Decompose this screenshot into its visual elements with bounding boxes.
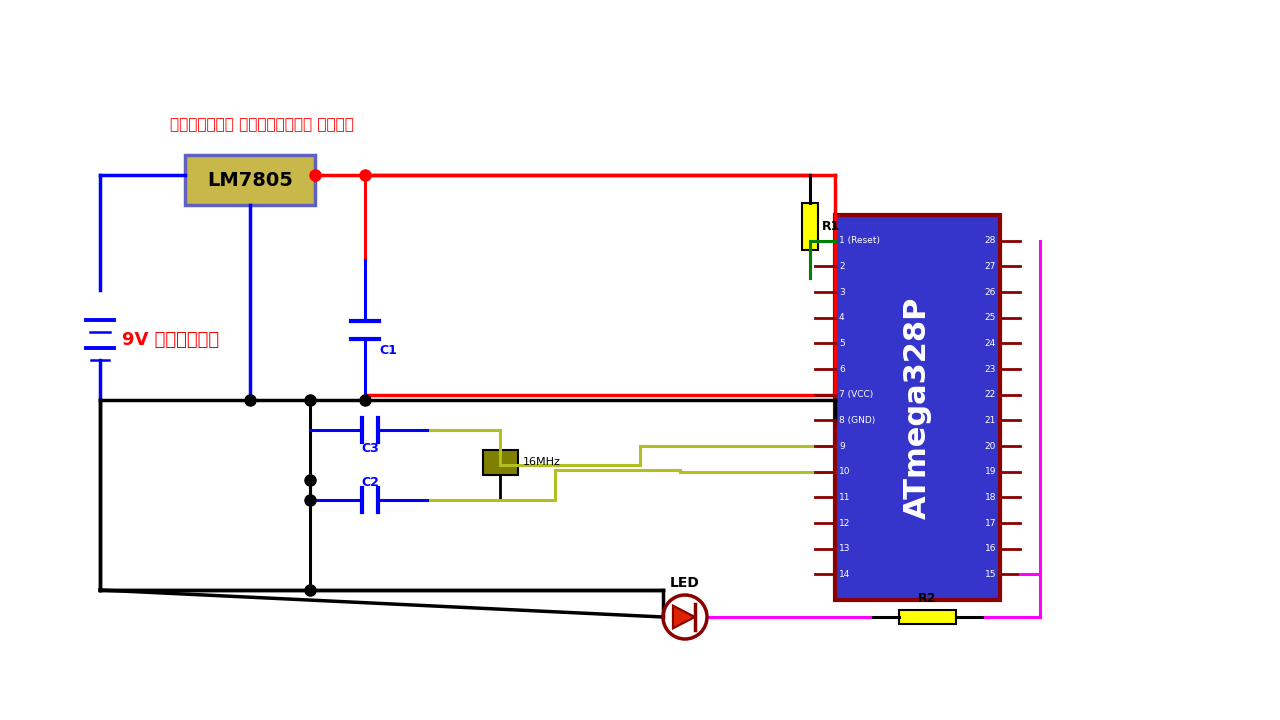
Text: 24: 24 (984, 339, 996, 348)
Text: 18: 18 (984, 492, 996, 502)
Text: R2: R2 (918, 593, 937, 606)
Text: 22: 22 (984, 390, 996, 399)
Text: 15: 15 (984, 570, 996, 579)
Text: 25: 25 (984, 313, 996, 322)
Text: 7 (VCC): 7 (VCC) (838, 390, 873, 399)
Text: 13: 13 (838, 544, 850, 553)
Text: 26: 26 (984, 287, 996, 297)
Text: 1 (Reset): 1 (Reset) (838, 236, 881, 246)
Text: 28: 28 (984, 236, 996, 246)
Text: 2: 2 (838, 262, 845, 271)
Text: 16MHz: 16MHz (522, 457, 561, 467)
Text: ATmega328P: ATmega328P (902, 297, 932, 518)
Text: 12: 12 (838, 518, 850, 528)
Bar (483, 449, 517, 474)
Text: 27: 27 (984, 262, 996, 271)
Text: 14: 14 (838, 570, 850, 579)
Text: 3: 3 (838, 287, 845, 297)
Bar (186, 155, 315, 205)
Text: 9: 9 (838, 441, 845, 451)
Text: 8 (GND): 8 (GND) (838, 416, 876, 425)
Text: 9V বাটারী: 9V বাটারী (122, 331, 219, 349)
Text: C2: C2 (361, 475, 379, 488)
Text: 20: 20 (984, 441, 996, 451)
Text: 16: 16 (984, 544, 996, 553)
Polygon shape (673, 606, 695, 629)
Text: ভোল্টেজ রেগুলেটর আইসি: ভোল্টেজ রেগুলেটর আইসি (170, 117, 353, 132)
Text: LED: LED (669, 576, 700, 590)
Text: 23: 23 (984, 364, 996, 374)
Text: R1: R1 (822, 220, 841, 233)
Text: 6: 6 (838, 364, 845, 374)
Bar (835, 215, 1000, 600)
Text: 17: 17 (984, 518, 996, 528)
Text: 10: 10 (838, 467, 850, 476)
Text: C1: C1 (379, 343, 397, 356)
Text: 5: 5 (838, 339, 845, 348)
Text: LM7805: LM7805 (207, 171, 293, 189)
Text: C3: C3 (361, 441, 379, 454)
Text: 19: 19 (984, 467, 996, 476)
Text: 4: 4 (838, 313, 845, 322)
Text: 11: 11 (838, 492, 850, 502)
Bar (803, 203, 818, 250)
Text: 21: 21 (984, 416, 996, 425)
Bar (899, 610, 956, 624)
